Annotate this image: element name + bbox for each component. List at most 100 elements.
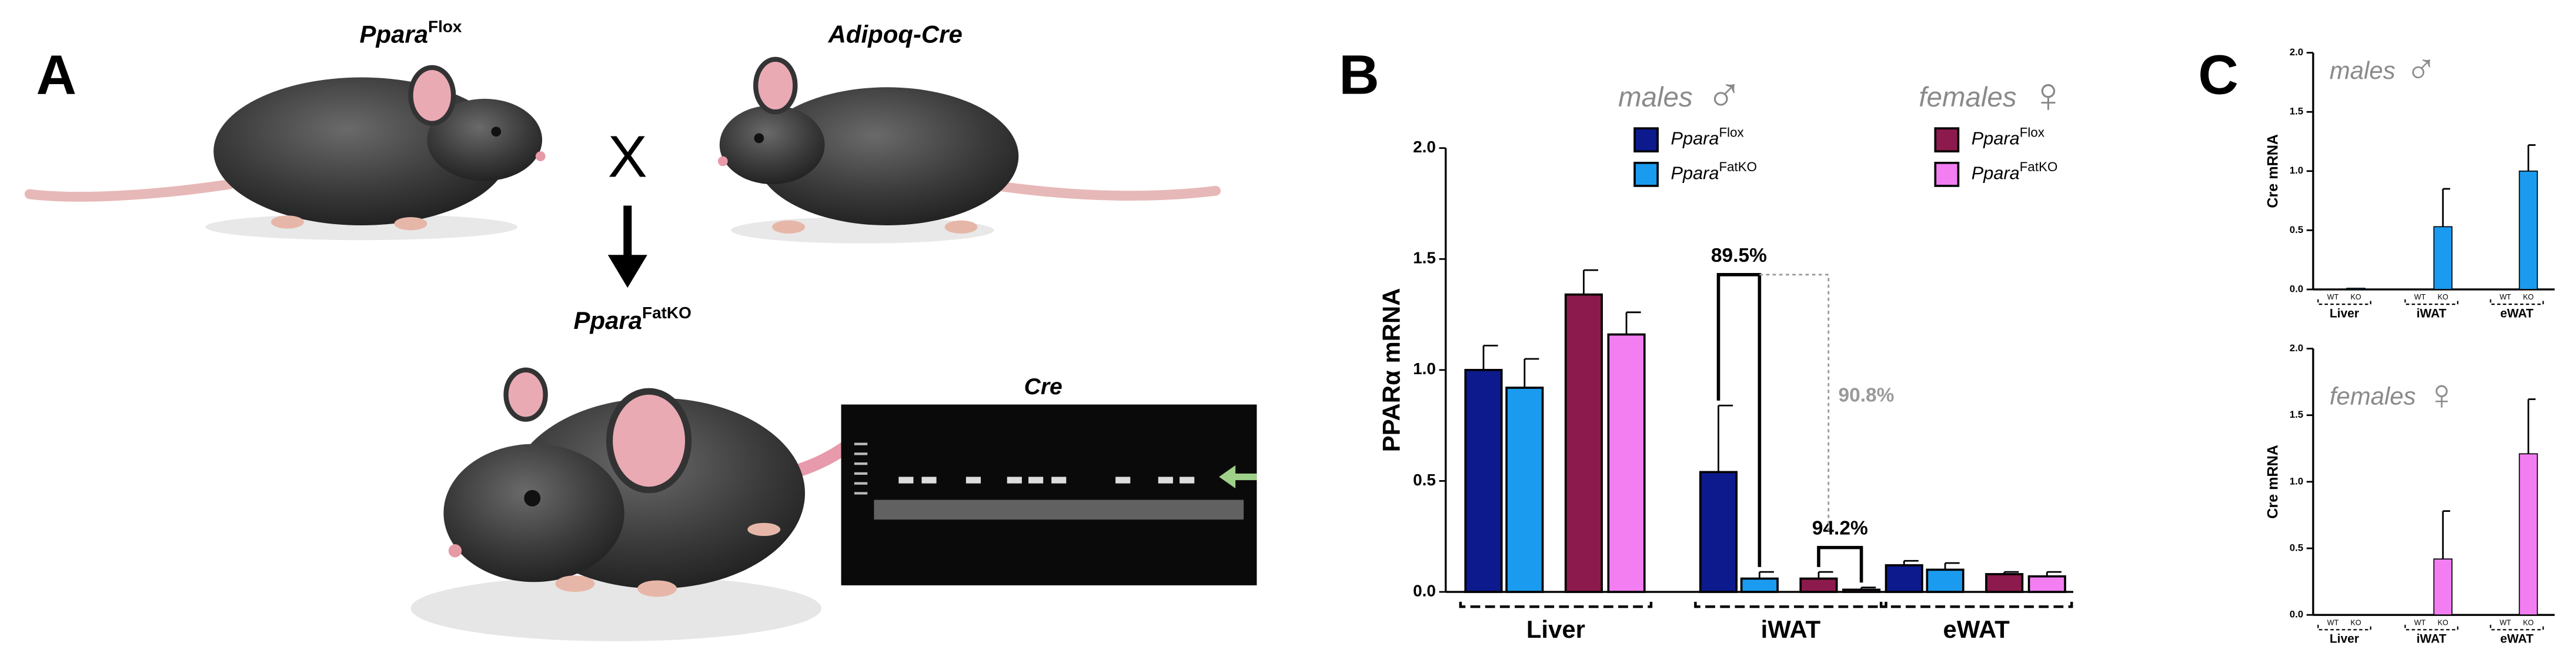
gene-superscript: FatKO [642, 304, 691, 322]
y-tick-label: 1.5 [2290, 409, 2303, 420]
mouse-illustration [410, 367, 886, 641]
sex-symbol: ♂ [2405, 45, 2437, 93]
legend-group-title: males ♂ [1618, 67, 1743, 122]
y-axis-label: PPARα mRNA [1377, 288, 1405, 452]
annotation-bracket [1716, 273, 1762, 567]
bar [1926, 568, 1964, 593]
series-label: WT [2500, 293, 2511, 301]
series-label: WT [2414, 618, 2426, 627]
gene-name: Ppara [574, 307, 642, 334]
category-bracket [2404, 624, 2458, 631]
y-tick-label: 1.0 [1413, 359, 1436, 378]
bar [2433, 226, 2453, 290]
category-bracket [2404, 299, 2458, 305]
category-bracket [2490, 624, 2544, 631]
bar [1740, 577, 1779, 593]
legend-label: PparaFlox [1671, 125, 1744, 148]
x-tick-label: iWAT [2417, 632, 2447, 646]
category-bracket [2490, 299, 2544, 305]
legend-swatch [1934, 162, 1960, 187]
legend-superscript: FatKO [1719, 159, 1757, 174]
series-label: KO [2523, 293, 2534, 301]
legend-superscript: Flox [1719, 125, 1743, 139]
bar [1607, 333, 1646, 593]
y-tick-label: 1.0 [2290, 165, 2303, 176]
y-tick-label: 0.5 [1413, 471, 1436, 489]
series-label: KO [2438, 293, 2448, 301]
y-tick-label: 2.0 [1413, 138, 1436, 156]
legend-swatch [1633, 162, 1659, 187]
bar [1699, 471, 1738, 593]
annotation-bracket [1817, 545, 1863, 583]
category-bracket [1694, 601, 1887, 608]
sex-symbol: ♀ [2030, 67, 2067, 122]
group-title: females [1919, 81, 2016, 112]
legend-superscript: Flox [2020, 125, 2044, 139]
title-text: females [2330, 382, 2416, 409]
y-tick-label: 1.0 [2290, 475, 2303, 487]
series-label: KO [2438, 618, 2448, 627]
x-tick-label: eWAT [2500, 632, 2534, 646]
y-tick-label: 0.0 [1413, 581, 1436, 600]
bar [1799, 577, 1838, 593]
x-tick-label: Liver [2330, 307, 2359, 320]
x-tick-label: eWAT [1943, 615, 2010, 643]
legend-swatch [1934, 127, 1960, 153]
category-bracket [1459, 601, 1653, 608]
bar [1885, 564, 1923, 593]
x-tick-label: iWAT [2417, 307, 2447, 320]
annotation-bracket [1759, 274, 1830, 535]
y-tick-label: 1.5 [2290, 106, 2303, 117]
sex-symbol: ♂ [1706, 67, 1743, 122]
x-tick-label: iWAT [1761, 615, 1821, 643]
arrow-head [607, 255, 647, 288]
bar [2518, 453, 2538, 616]
series-label: WT [2327, 293, 2339, 301]
panel-label: A [36, 44, 76, 106]
legend-name: Ppara [1972, 163, 2020, 184]
legend-name: Ppara [1671, 163, 1719, 184]
legend-name: Ppara [1671, 128, 1719, 149]
y-tick-label: 2.0 [2290, 342, 2303, 354]
category-bracket [1879, 601, 2073, 608]
annotation-label: 89.5% [1711, 245, 1767, 267]
x-tick-label: Liver [2330, 632, 2359, 646]
legend-group-title: females ♀ [1919, 67, 2066, 122]
bar [2027, 575, 2066, 593]
gene-name: Ppara [360, 21, 428, 48]
chart-title: females ♀ [2330, 371, 2458, 419]
y-axis-label: Cre mRNA [2265, 134, 2281, 208]
x-tick-label: eWAT [2500, 307, 2534, 320]
y-axis-label: Cre mRNA [2265, 445, 2281, 519]
sex-symbol: ♀ [2425, 371, 2457, 419]
category-bracket [2317, 624, 2371, 631]
gene-superscript: Flox [428, 18, 462, 36]
legend-superscript: FatKO [2020, 159, 2058, 174]
gel-title: Cre [1024, 374, 1063, 399]
series-label: KO [2351, 293, 2361, 301]
mouse-label: PparaFatKO [574, 304, 691, 334]
mouse-label: PparaFlox [360, 18, 462, 48]
chart-title: males ♂ [2330, 45, 2437, 93]
series-label: KO [2523, 618, 2534, 627]
series-label: WT [2500, 618, 2511, 627]
x-tick-label: Liver [1526, 615, 1585, 643]
y-tick-label: 0.0 [2290, 283, 2303, 294]
legend-label: PparaFatKO [1671, 159, 1758, 183]
panel-a: A PparaFlox Adipoq-Cre X PparaFa [24, 18, 1257, 641]
category-bracket [2317, 299, 2371, 305]
legend-swatch [1633, 127, 1659, 153]
annotation-label: 94.2% [1812, 518, 1868, 540]
series-label: WT [2414, 293, 2426, 301]
panel-label: C [2198, 44, 2238, 106]
bar [2518, 170, 2538, 290]
y-tick-label: 0.0 [2290, 609, 2303, 620]
legend-name: Ppara [1972, 128, 2020, 149]
bar [1464, 369, 1503, 593]
legend-label: PparaFatKO [1972, 159, 2058, 183]
group-title: males [1618, 81, 1693, 112]
bar [2433, 558, 2453, 616]
y-tick-label: 1.5 [1413, 249, 1436, 267]
